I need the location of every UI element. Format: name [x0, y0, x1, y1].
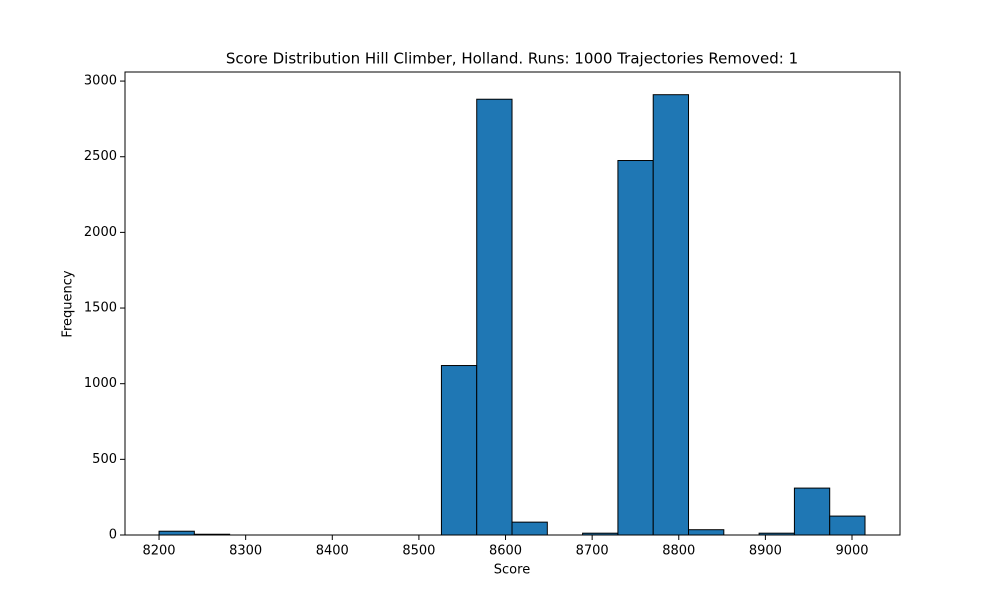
x-axis-label: Score	[494, 563, 530, 578]
y-tick-label: 0	[109, 528, 117, 543]
x-tick-label: 8300	[229, 544, 262, 559]
bar	[158, 530, 195, 536]
y-tick-label: 500	[92, 452, 117, 467]
x-tick-label: 8600	[489, 544, 522, 559]
bar	[652, 94, 690, 536]
bar	[440, 365, 478, 536]
x-tick-label: 8400	[316, 544, 349, 559]
y-tick-label: 3000	[84, 74, 117, 89]
y-tick-label: 2000	[84, 225, 117, 240]
plot-frame	[124, 71, 901, 536]
bar	[617, 160, 654, 536]
bar	[829, 515, 866, 536]
y-tick-label: 1000	[84, 376, 117, 391]
x-tick-label: 8700	[576, 544, 609, 559]
x-tick-label: 9000	[835, 544, 868, 559]
bar	[511, 521, 548, 536]
y-axis-label: Frequency	[61, 270, 76, 337]
y-tick-label: 2500	[84, 149, 117, 164]
x-tick-label: 8800	[662, 544, 695, 559]
x-tick-label: 8900	[749, 544, 782, 559]
y-tick-label: 1500	[84, 301, 117, 316]
x-tick-label: 8500	[402, 544, 435, 559]
bar	[688, 529, 725, 536]
bar	[476, 98, 513, 536]
chart-title: Score Distribution Hill Climber, Holland…	[226, 50, 798, 68]
bar	[793, 487, 831, 536]
x-tick-label: 8200	[142, 544, 175, 559]
